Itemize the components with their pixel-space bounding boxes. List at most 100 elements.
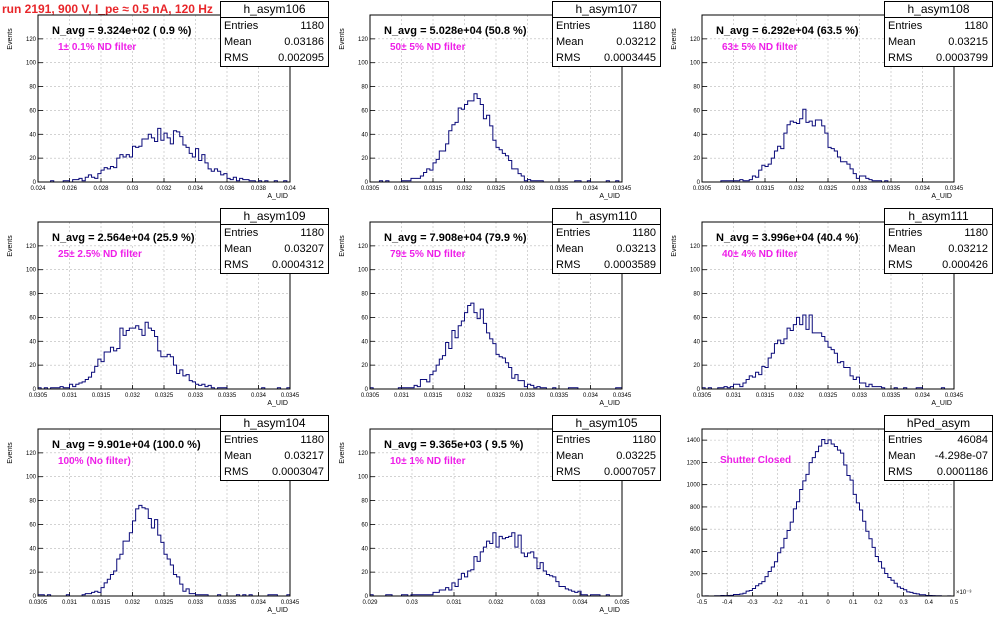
y-tick-label: 20 bbox=[29, 156, 36, 162]
stat-label: Entries bbox=[224, 20, 259, 32]
x-tick-label: 0.032 bbox=[457, 186, 473, 192]
y-tick-label: 60 bbox=[693, 315, 700, 321]
y-tick-label: 1200 bbox=[687, 460, 701, 466]
x-tick-label: 0.0305 bbox=[29, 600, 48, 606]
y-axis-title: Events bbox=[339, 235, 346, 257]
y-tick-label: 1400 bbox=[687, 438, 701, 444]
stat-label: Mean bbox=[556, 243, 584, 255]
y-tick-label: 40 bbox=[29, 132, 36, 138]
y-tick-label: 20 bbox=[29, 570, 36, 576]
x-tick-label: 0.0325 bbox=[487, 186, 506, 192]
histogram-panel-h_asym105: 0.029 0.03 0.031 0.032 0.033 0.034 0.035 0 20 40 6… bbox=[332, 414, 664, 621]
x-tick-label: 0.0325 bbox=[155, 600, 174, 606]
stat-label: RMS bbox=[888, 259, 913, 271]
x-tick-label: 0.036 bbox=[219, 186, 235, 192]
histogram-series-h_asym104 bbox=[37, 504, 291, 597]
stat-value: 1180 bbox=[632, 434, 656, 446]
x-tick-label: 0.0315 bbox=[424, 186, 443, 192]
x-tick-label: 0.0325 bbox=[487, 393, 506, 399]
stat-value: 0.000426 bbox=[942, 259, 988, 271]
x-tick-label: 0.034 bbox=[251, 600, 267, 606]
y-tick-label: 100 bbox=[358, 475, 369, 481]
y-tick-label: 0 bbox=[365, 387, 369, 393]
stat-value: 0.03215 bbox=[948, 36, 988, 48]
plot-frame bbox=[369, 221, 623, 390]
stat-box-title: h_asym111 bbox=[885, 209, 992, 225]
x-scale-note: ×10⁻³ bbox=[956, 590, 971, 596]
stat-label: Mean bbox=[556, 36, 584, 48]
stat-label: RMS bbox=[888, 466, 913, 478]
y-tick-label: 80 bbox=[29, 499, 36, 505]
stat-row-mean: Mean 0.03212 bbox=[885, 241, 992, 257]
y-tick-label: 120 bbox=[690, 37, 701, 43]
stat-row-rms: RMS 0.002095 bbox=[221, 50, 328, 66]
navg-label: N_avg = 2.564e+04 (25.9 %) bbox=[52, 232, 195, 244]
histogram-series-h_asym106 bbox=[38, 127, 290, 183]
stat-row-rms: RMS 0.0001186 bbox=[885, 464, 992, 480]
x-tick-label: -0.4 bbox=[722, 600, 733, 606]
stat-row-entries: Entries 1180 bbox=[221, 432, 328, 448]
x-tick-label: 0.0335 bbox=[550, 186, 569, 192]
y-tick-label: 100 bbox=[26, 268, 37, 274]
x-tick-label: 0.026 bbox=[62, 186, 78, 192]
histogram-plot-h_asym106: 0.024 0.026 0.028 0.03 0.032 0.034 0.036 0.038 0… bbox=[7, 14, 296, 200]
stat-value: 0.03213 bbox=[616, 243, 656, 255]
y-tick-label: 40 bbox=[693, 132, 700, 138]
stat-box-h_asym105: h_asym105 Entries 1180 Mean 0.03225 RMS 0.0007… bbox=[552, 415, 661, 481]
x-tick-label: 0.031 bbox=[62, 600, 78, 606]
x-tick-label: 0.0305 bbox=[29, 393, 48, 399]
x-tick-label: 0.033 bbox=[520, 393, 536, 399]
histogram-panel-hPed_asym: -0.5 -0.4 -0.3 -0.2 -0.1 0 0.1 0.2 0.3 0.4 0.5 0 200… bbox=[664, 414, 996, 621]
stat-value: 0.0001186 bbox=[936, 466, 988, 478]
stat-label: RMS bbox=[556, 259, 581, 271]
stat-box-title: h_asym109 bbox=[221, 209, 328, 225]
x-tick-label: 0.0335 bbox=[882, 186, 901, 192]
y-tick-label: 60 bbox=[361, 315, 368, 321]
x-axis-title: A_UID bbox=[599, 607, 620, 614]
x-tick-label: 0.0305 bbox=[361, 393, 380, 399]
y-tick-label: 40 bbox=[361, 546, 368, 552]
stat-label: RMS bbox=[224, 52, 249, 64]
navg-label: N_avg = 7.908e+04 (79.9 %) bbox=[384, 232, 527, 244]
stat-row-entries: Entries 1180 bbox=[553, 225, 660, 241]
y-tick-label: 40 bbox=[693, 339, 700, 345]
y-tick-label: 40 bbox=[29, 339, 36, 345]
y-tick-label: 600 bbox=[690, 527, 701, 533]
stat-value: 0.0003799 bbox=[936, 52, 988, 64]
x-tick-label: -0.5 bbox=[697, 600, 708, 606]
stat-label: Entries bbox=[224, 227, 259, 239]
stat-value: 0.03225 bbox=[616, 450, 656, 462]
stat-row-mean: Mean 0.03225 bbox=[553, 448, 660, 464]
x-axis-title: A_UID bbox=[267, 193, 288, 200]
x-axis-title: A_UID bbox=[599, 193, 620, 200]
stat-value: 1180 bbox=[964, 20, 988, 32]
y-axis-title: Events bbox=[339, 28, 346, 50]
stat-value: 1180 bbox=[964, 227, 988, 239]
stat-row-mean: Mean 0.03207 bbox=[221, 241, 328, 257]
stat-label: Entries bbox=[888, 227, 923, 239]
histogram-panel-h_asym109: 0.0305 0.031 0.0315 0.032 0.0325 0.033 0.0335 0… bbox=[0, 207, 332, 414]
y-tick-label: 0 bbox=[33, 180, 37, 186]
x-tick-label: 0.038 bbox=[251, 186, 267, 192]
stat-label: Entries bbox=[888, 434, 923, 446]
y-tick-label: 100 bbox=[26, 61, 37, 67]
x-axis-title: A_UID bbox=[267, 607, 288, 614]
y-tick-label: 120 bbox=[26, 37, 37, 43]
x-tick-label: 0.032 bbox=[789, 186, 805, 192]
stat-box-h_asym110: h_asym110 Entries 1180 Mean 0.03213 RMS 0.0003… bbox=[552, 208, 661, 274]
stat-value: 0.03212 bbox=[948, 243, 988, 255]
x-tick-label: -0.1 bbox=[798, 600, 809, 606]
stat-label: Entries bbox=[224, 434, 259, 446]
filter-label: Shutter Closed bbox=[720, 455, 792, 466]
stat-row-entries: Entries 1180 bbox=[221, 18, 328, 34]
stat-label: Mean bbox=[224, 243, 252, 255]
histogram-plot-h_asym110: 0.0305 0.031 0.0315 0.032 0.0325 0.033 0.0335 0… bbox=[339, 221, 632, 407]
histogram-plot-h_asym109: 0.0305 0.031 0.0315 0.032 0.0325 0.033 0.0335 0… bbox=[7, 221, 300, 407]
x-tick-label: 0.0345 bbox=[945, 186, 964, 192]
histogram-panel-h_asym107: 0.0305 0.031 0.0315 0.032 0.0325 0.033 0.0335 0… bbox=[332, 0, 664, 207]
plot-frame bbox=[37, 428, 291, 597]
y-tick-label: 60 bbox=[361, 522, 368, 528]
x-tick-label: 0.033 bbox=[188, 393, 204, 399]
x-tick-label: 0.032 bbox=[789, 393, 805, 399]
stat-label: Entries bbox=[888, 20, 923, 32]
